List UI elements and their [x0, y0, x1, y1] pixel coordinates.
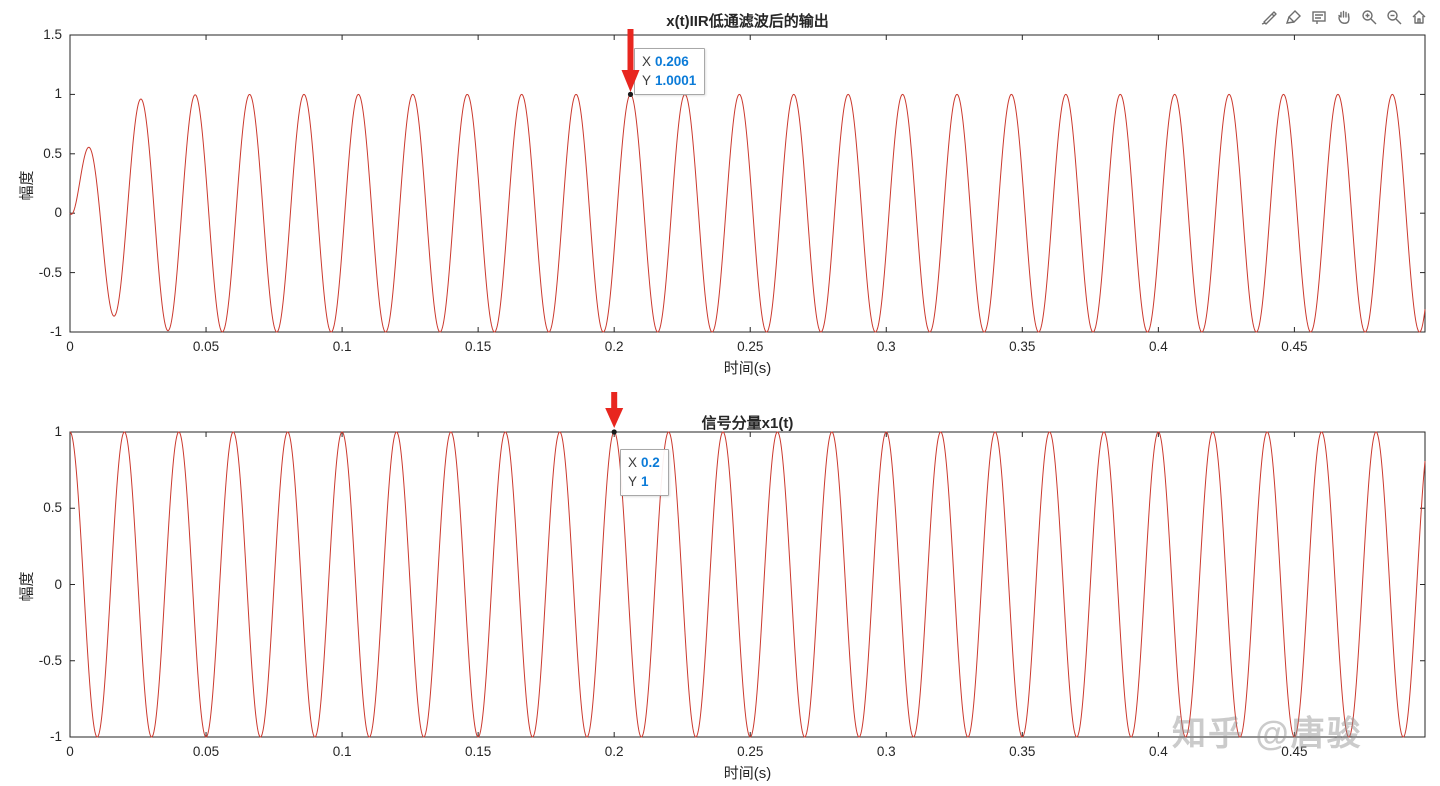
chart1-xlabel: 时间(s) — [723, 360, 772, 377]
x-tick-label: 0.1 — [332, 744, 352, 759]
home-icon[interactable] — [1410, 8, 1428, 26]
y-tick-label: 1 — [54, 424, 62, 439]
y-tick-label: -1 — [49, 324, 62, 339]
y-tick-label: 0 — [54, 205, 62, 221]
x-tick-label: 0.1 — [332, 339, 352, 354]
y-tick-label: 1.5 — [43, 27, 62, 42]
zoom-in-icon[interactable] — [1360, 8, 1378, 26]
x-tick-label: 0.05 — [192, 339, 220, 354]
y-tick-label: -0.5 — [38, 264, 62, 280]
y-tick-label: 0.5 — [43, 145, 62, 161]
chart1-title: x(t)IIR低通滤波后的输出 — [666, 13, 829, 30]
y-tick-label: -0.5 — [38, 652, 62, 668]
x-tick-label: 0 — [66, 744, 74, 759]
datatip-x-row: X 0.206 — [642, 54, 689, 69]
x-tick-label: 0.4 — [1148, 744, 1168, 759]
datatip-chart1[interactable]: X 0.206 Y 1.0001 — [634, 48, 706, 95]
x-tick-label: 0.35 — [1009, 744, 1036, 759]
watermark: 知乎 @唐骏 — [1172, 715, 1363, 753]
x-tick-label: 0.25 — [737, 744, 764, 759]
x-tick-label: 0.45 — [1281, 744, 1308, 759]
x-tick-label: 0.4 — [1148, 339, 1168, 354]
chart2-xlabel: 时间(s) — [723, 765, 772, 782]
x-tick-label: 0.05 — [192, 744, 220, 759]
brush-icon[interactable] — [1285, 8, 1303, 26]
y-tick-label: 0 — [54, 576, 62, 592]
y-tick-label: 0.5 — [43, 500, 62, 516]
datatip-y-row: Y 1.0001 — [642, 73, 697, 88]
x-tick-label: 0.15 — [464, 744, 492, 759]
x-tick-label: 0.3 — [876, 339, 896, 354]
y-tick-label: -1 — [49, 729, 62, 744]
x-tick-label: 0.2 — [604, 339, 624, 354]
x-tick-label: 0.45 — [1281, 339, 1308, 354]
y-tick-label: 1 — [54, 86, 62, 102]
chart2-title: 信号分量x1(t) — [701, 415, 794, 432]
datatip-x-row: X 0.2 — [628, 455, 660, 470]
x-tick-label: 0.25 — [737, 339, 764, 354]
x-tick-label: 0.15 — [464, 339, 492, 354]
axes-toolbar — [1260, 8, 1428, 26]
x-tick-label: 0 — [66, 339, 74, 354]
datatip-icon[interactable] — [1310, 8, 1328, 26]
pan-icon[interactable] — [1335, 8, 1353, 26]
x-tick-label: 0.3 — [876, 744, 896, 759]
zoom-out-icon[interactable] — [1385, 8, 1403, 26]
export-icon[interactable] — [1260, 8, 1278, 26]
x-tick-label: 0.35 — [1009, 339, 1036, 354]
x-tick-label: 0.2 — [604, 744, 624, 759]
